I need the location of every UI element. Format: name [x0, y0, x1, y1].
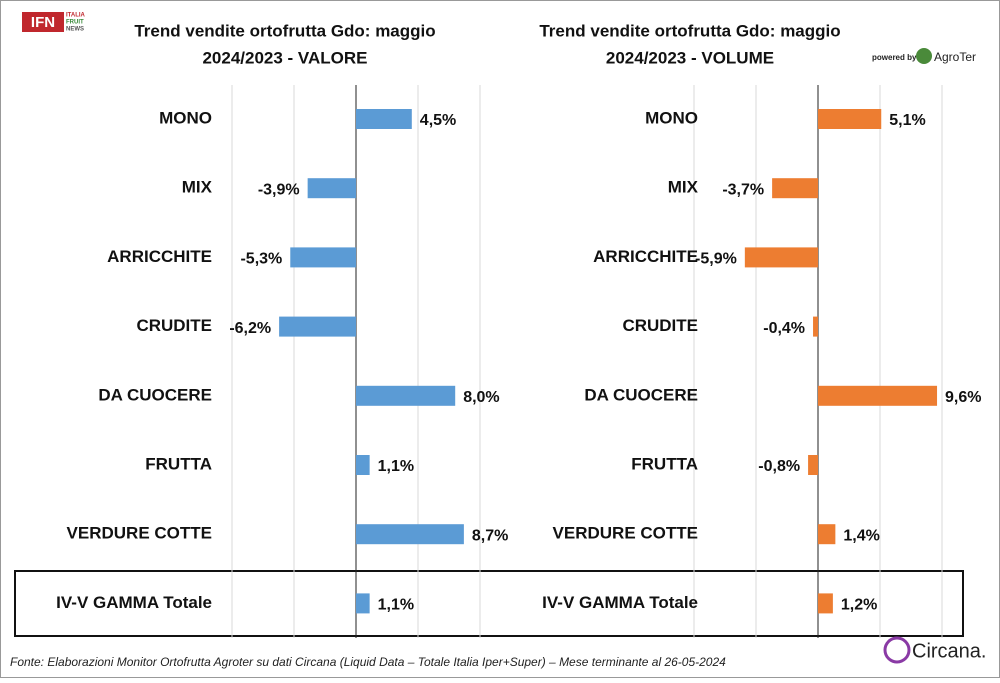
total-box: [14, 570, 964, 637]
bar: [818, 593, 833, 614]
category-label: VERDURE COTTE: [553, 524, 698, 543]
category-label: CRUDITE: [136, 316, 212, 335]
value-label: 5,1%: [889, 112, 925, 129]
value-label: 1,1%: [378, 458, 414, 475]
category-label: DA CUOCERE: [584, 385, 698, 404]
category-label: MONO: [159, 108, 212, 127]
category-label: DA CUOCERE: [98, 385, 212, 404]
logo-text: ITALIA: [66, 13, 86, 19]
logo-text: NEWS: [66, 27, 84, 33]
agroter: AgroTer: [934, 50, 976, 64]
value-label: 8,7%: [472, 527, 508, 544]
logo-text: FRUIT: [66, 20, 84, 26]
bar: [307, 178, 356, 199]
bar: [813, 316, 818, 337]
bar: [290, 247, 356, 268]
value-label: -3,9%: [258, 181, 300, 198]
logo-box: [22, 12, 64, 32]
agroter-icon: [916, 48, 932, 64]
value-label: 8,0%: [463, 389, 499, 406]
value-label: -5,9%: [695, 251, 737, 268]
bar: [279, 316, 356, 337]
value-label: 4,5%: [420, 112, 456, 129]
category-label: IV-V GAMMA Totale: [56, 593, 212, 612]
circana: Circana.: [912, 640, 986, 662]
bar: [356, 524, 464, 545]
value-label: -6,2%: [229, 320, 271, 337]
footer: Fonte: Elaborazioni Monitor Ortofrutta A…: [10, 655, 726, 669]
bar: [356, 109, 412, 129]
value-label: -3,7%: [722, 181, 764, 198]
category-label: MIX: [182, 178, 213, 197]
value-label: -0,4%: [763, 320, 805, 337]
bar: [818, 524, 836, 545]
bar: [356, 455, 370, 475]
value-label: -0,8%: [758, 458, 800, 475]
category-label: CRUDITE: [622, 316, 698, 335]
logo-mark: IFN: [31, 14, 55, 31]
bar: [772, 178, 818, 199]
category-label: ARRICCHITE: [593, 247, 698, 266]
category-label: ARRICCHITE: [107, 247, 212, 266]
value-label: 9,6%: [945, 389, 981, 406]
bar: [818, 109, 882, 129]
chart-title: Trend vendite ortofrutta Gdo: maggio: [134, 21, 435, 40]
value-label: 1,1%: [378, 597, 414, 614]
category-label: FRUTTA: [145, 454, 212, 473]
category-label: MIX: [668, 178, 699, 197]
value-label: -5,3%: [240, 251, 282, 268]
powered-by: powered by: [872, 53, 917, 62]
bar: [744, 247, 818, 268]
bar: [808, 455, 818, 475]
chart-title: 2024/2023 - VOLUME: [606, 48, 774, 67]
chart-title: 2024/2023 - VALORE: [202, 48, 367, 67]
category-label: FRUTTA: [631, 454, 698, 473]
value-label: 1,4%: [843, 527, 879, 544]
bar: [818, 385, 938, 406]
bar: [356, 385, 456, 406]
category-label: MONO: [645, 108, 698, 127]
value-label: 1,2%: [841, 597, 877, 614]
category-label: VERDURE COTTE: [67, 524, 212, 543]
circana-icon: [883, 636, 911, 664]
category-label: IV-V GAMMA Totale: [542, 593, 698, 612]
bar: [356, 593, 370, 614]
chart-title: Trend vendite ortofrutta Gdo: maggio: [539, 21, 840, 40]
